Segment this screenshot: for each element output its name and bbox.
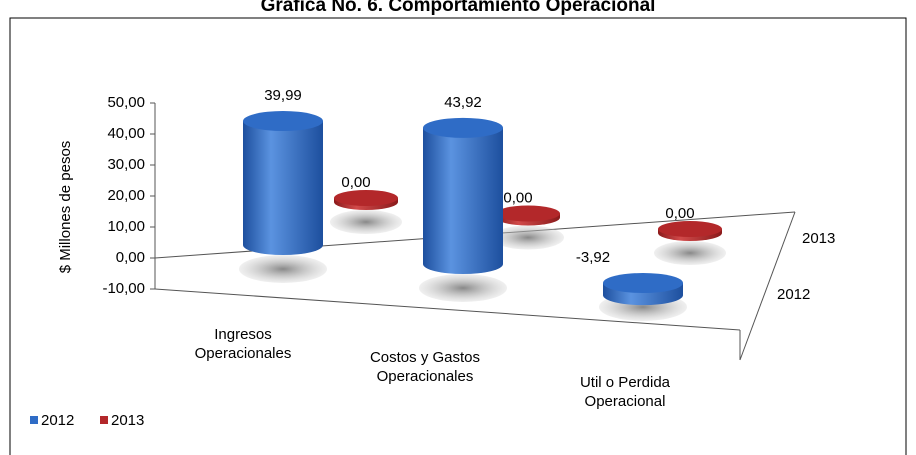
- legend-label: 2013: [111, 412, 144, 429]
- value-label: 0,00: [665, 205, 694, 222]
- cylinder-bottom: [423, 254, 503, 274]
- y-tick-label: 40,00: [107, 125, 145, 142]
- x-tick-label: Ingresos Operacionales: [194, 326, 292, 362]
- x-tick-label: Util o Perdida Operacional: [579, 374, 671, 410]
- shadow: [239, 255, 327, 283]
- legend-label: 2012: [41, 412, 74, 429]
- shadow: [330, 210, 402, 234]
- cylinder-bottom: [243, 235, 323, 255]
- value-label: 0,00: [503, 189, 532, 206]
- depth-label: 2012: [777, 286, 810, 303]
- cylinder-body: [243, 121, 323, 245]
- value-label: 39,99: [264, 87, 302, 104]
- shadow: [419, 274, 507, 302]
- y-tick-label: 50,00: [107, 94, 145, 111]
- cylinder-top: [603, 273, 683, 293]
- legend-swatch: [30, 416, 38, 424]
- legend-swatch: [100, 416, 108, 424]
- shadow: [492, 225, 564, 250]
- chart-title: Grafica No. 6. Comportamiento Operaciona…: [261, 0, 656, 16]
- y-tick-label: 30,00: [107, 156, 145, 173]
- value-label: 43,92: [444, 94, 482, 111]
- cylinder-top: [423, 117, 503, 138]
- y-tick-label: 0,00: [116, 249, 145, 266]
- y-tick-label: 20,00: [107, 187, 145, 204]
- cylinder-top: [496, 205, 560, 222]
- cylinder-top: [334, 190, 398, 206]
- y-tick-label: 10,00: [107, 218, 145, 235]
- cylinder-top: [658, 221, 722, 237]
- y-axis-label: $ Millones de pesos: [57, 141, 74, 274]
- depth-label: 2013: [802, 230, 835, 247]
- cylinder-top: [243, 111, 323, 132]
- shadow: [654, 241, 726, 265]
- y-tick-label: -10,00: [102, 280, 145, 297]
- frame: [9, 17, 907, 455]
- value-label: 0,00: [341, 174, 370, 191]
- value-label: -3,92: [576, 249, 610, 266]
- cylinder-body: [423, 127, 503, 265]
- x-tick-label: Costos y Gastos Operacionales: [369, 349, 481, 385]
